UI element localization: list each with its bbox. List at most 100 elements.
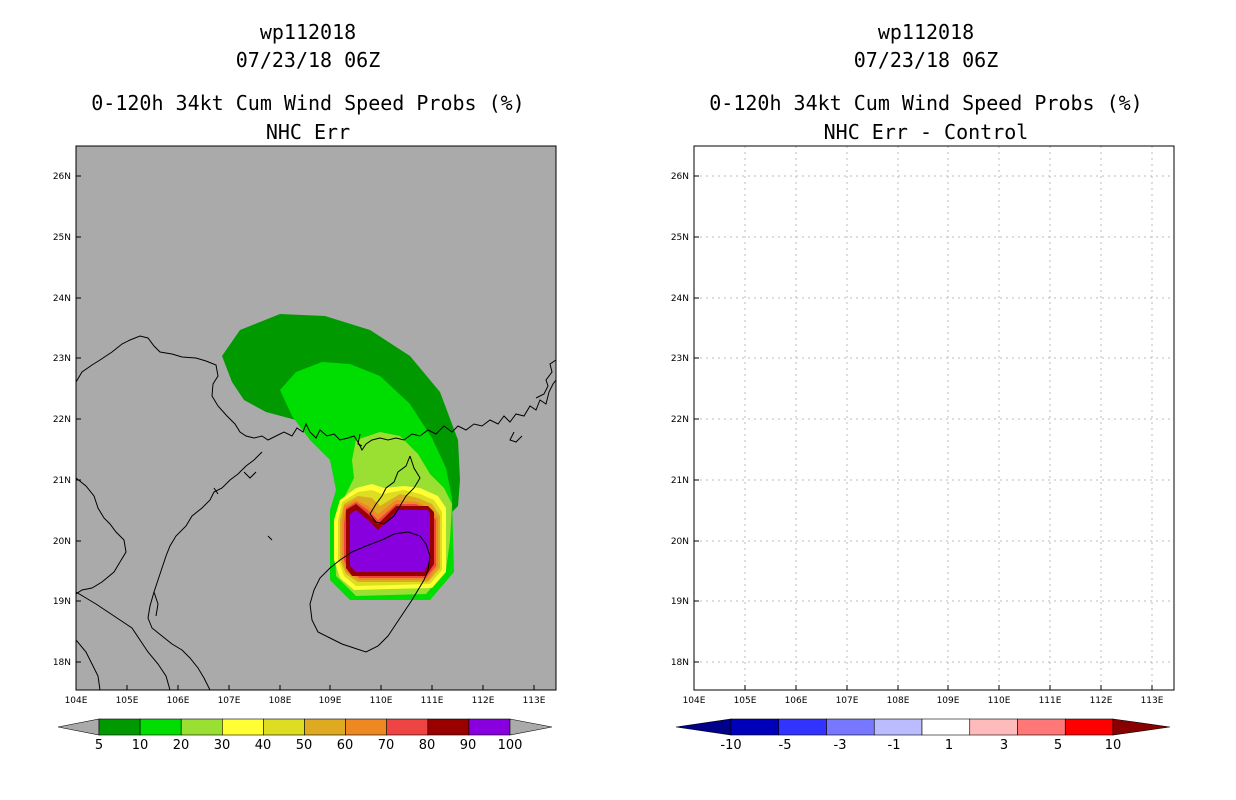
left-lat-labels: 18N 19N 20N 21N 22N 23N 24N 25N 26N	[53, 172, 71, 668]
lon-label: 107E	[218, 696, 241, 706]
colorbar-cell	[778, 718, 827, 736]
lon-label: 108E	[887, 696, 910, 706]
colorbar-cell	[468, 718, 511, 736]
lon-label: 111E	[1039, 696, 1062, 706]
colorbar-label: 30	[214, 738, 231, 753]
colorbar-label: 1	[945, 738, 953, 753]
colorbar-cell	[263, 718, 305, 736]
lon-label: 110E	[370, 696, 393, 706]
lat-label: 18N	[53, 658, 71, 668]
lat-label: 25N	[671, 233, 689, 243]
colorbar-cell	[969, 718, 1018, 736]
colorbar-label: 20	[173, 738, 190, 753]
prob-band-90	[350, 510, 430, 572]
colorbar-cell	[1064, 718, 1114, 736]
lon-label: 110E	[988, 696, 1011, 706]
right-lat-labels: 18N 19N 20N 21N 22N 23N 24N 25N 26N	[671, 172, 689, 668]
colorbar-label: -3	[834, 738, 847, 753]
colorbar-label: 80	[419, 738, 436, 753]
right-colorbar-cells	[730, 718, 1114, 736]
lat-label: 19N	[671, 597, 689, 607]
right-lon-labels: 104E 105E 106E 107E 108E 109E 110E 111E …	[683, 696, 1164, 706]
left-colorbar: 5 10 20 30 40 50 60 70 80 90 100	[57, 718, 553, 753]
colorbar-label: 3	[1000, 738, 1008, 753]
lat-label: 22N	[53, 415, 71, 425]
right-gridlines	[694, 146, 1174, 690]
right-colorbar-high-arrow	[1112, 718, 1171, 736]
lon-label: 107E	[836, 696, 859, 706]
colorbar-label: -1	[888, 738, 901, 753]
lat-label: 25N	[53, 233, 71, 243]
probability-contours	[222, 314, 460, 600]
colorbar-label: 100	[498, 738, 523, 753]
left-colorbar-labels: 5 10 20 30 40 50 60 70 80 90 100	[95, 738, 523, 753]
lon-label: 105E	[734, 696, 757, 706]
right-colorbar-labels: -10 -5 -3 -1 1 3 5 10	[720, 738, 1121, 753]
left-storm-id: wp112018	[259, 20, 357, 44]
left-axis-ticks	[75, 175, 535, 690]
colorbar-label: 60	[337, 738, 354, 753]
lon-label: 109E	[937, 696, 960, 706]
left-map-frame	[75, 145, 557, 691]
right-axis-ticks	[693, 175, 1153, 690]
colorbar-label: 90	[460, 738, 477, 753]
colorbar-cell	[826, 718, 875, 736]
colorbar-label: 40	[255, 738, 272, 753]
colorbar-label: 10	[132, 738, 149, 753]
left-datetime: 07/23/18 06Z	[235, 48, 381, 72]
colorbar-label: -10	[720, 738, 741, 753]
right-storm-id: wp112018	[877, 20, 975, 44]
colorbar-label: 5	[95, 738, 103, 753]
left-colorbar-high-arrow	[509, 718, 553, 736]
lon-label: 111E	[421, 696, 444, 706]
lon-label: 106E	[167, 696, 190, 706]
lat-label: 26N	[53, 172, 71, 182]
colorbar-label: 50	[296, 738, 313, 753]
lon-label: 108E	[269, 696, 292, 706]
left-colorbar-cells	[98, 718, 511, 736]
colorbar-cell	[345, 718, 388, 736]
left-colorbar-low-arrow	[57, 718, 100, 736]
right-product-title: 0-120h 34kt Cum Wind Speed Probs (%)	[709, 91, 1143, 115]
right-map-frame	[693, 145, 1175, 691]
colorbar-label: 10	[1105, 738, 1122, 753]
lon-label: 104E	[65, 696, 88, 706]
lon-label: 106E	[785, 696, 808, 706]
colorbar-cell	[98, 718, 141, 736]
lon-label: 112E	[1090, 696, 1113, 706]
lat-label: 20N	[53, 537, 71, 547]
lat-label: 19N	[53, 597, 71, 607]
lon-label: 104E	[683, 696, 706, 706]
lat-label: 21N	[671, 476, 689, 486]
lat-label: 22N	[671, 415, 689, 425]
colorbar-label: 5	[1054, 738, 1062, 753]
colorbar-cell	[730, 718, 780, 736]
colorbar-cell	[222, 718, 264, 736]
colorbar-cell	[304, 718, 346, 736]
left-subtitle: NHC Err	[265, 120, 351, 144]
colorbar-cell	[921, 718, 971, 736]
lat-label: 26N	[671, 172, 689, 182]
left-product-title: 0-120h 34kt Cum Wind Speed Probs (%)	[91, 91, 525, 115]
right-map-panel: 104E 105E 106E 107E 108E 109E 110E 111E …	[671, 145, 1175, 706]
lat-label: 24N	[671, 294, 689, 304]
lon-label: 112E	[472, 696, 495, 706]
lon-label: 105E	[116, 696, 139, 706]
right-map-background	[694, 146, 1174, 690]
lat-label: 21N	[53, 476, 71, 486]
colorbar-cell	[180, 718, 223, 736]
right-subtitle: NHC Err - Control	[823, 120, 1029, 144]
lon-label: 109E	[319, 696, 342, 706]
lon-label: 113E	[1141, 696, 1164, 706]
right-colorbar: -10 -5 -3 -1 1 3 5 10	[675, 718, 1171, 753]
colorbar-cell	[139, 718, 182, 736]
right-colorbar-low-arrow	[675, 718, 732, 736]
colorbar-label: 70	[378, 738, 395, 753]
lat-label: 20N	[671, 537, 689, 547]
left-map-panel: 104E 105E 106E 107E 108E 109E 110E 111E …	[53, 145, 557, 706]
colorbar-cell	[873, 718, 923, 736]
lat-label: 23N	[53, 354, 71, 364]
lon-label: 113E	[523, 696, 546, 706]
lat-label: 24N	[53, 294, 71, 304]
